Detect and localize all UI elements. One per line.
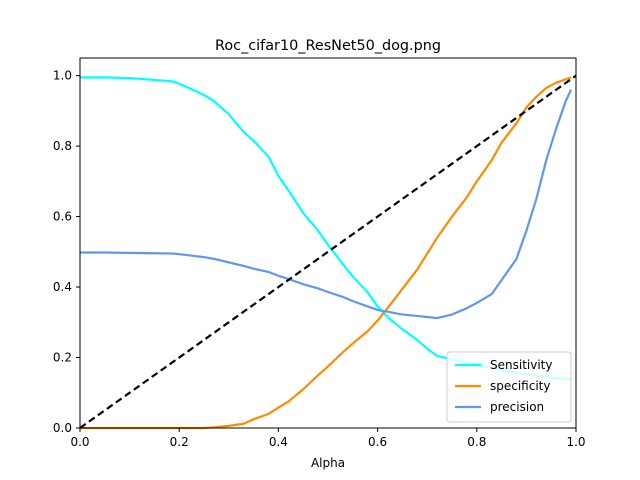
diagonal-layer <box>79 74 577 429</box>
diagonal-reference-line <box>79 74 577 429</box>
x-tick-label: 0.6 <box>368 435 387 449</box>
y-tick-label: 0.4 <box>53 280 72 294</box>
x-tick-label: 0.0 <box>70 435 89 449</box>
y-axis-ticks: 0.0 0.2 0.4 0.6 0.8 1.0 <box>53 69 80 435</box>
legend-label-sensitivity: Sensitivity <box>490 358 552 372</box>
x-tick-label: 0.4 <box>269 435 288 449</box>
series-line-precision <box>80 89 573 320</box>
x-tick-label: 1.0 <box>566 435 585 449</box>
legend-label-precision: precision <box>490 400 544 414</box>
legend: Sensitivity specificity precision <box>446 351 572 423</box>
plot-frame <box>79 57 577 429</box>
legend-box <box>446 351 572 423</box>
x-axis-label: Alpha <box>311 456 345 470</box>
x-axis-ticks: 0.0 0.2 0.4 0.6 0.8 1.0 <box>70 428 586 449</box>
x-tick-label: 0.2 <box>170 435 189 449</box>
y-tick-label: 1.0 <box>53 69 72 83</box>
chart-title: Roc_cifar10_ResNet50_dog.png <box>215 38 441 54</box>
y-tick-label: 0.0 <box>53 421 72 435</box>
legend-label-specificity: specificity <box>490 379 550 393</box>
x-tick-label: 0.8 <box>467 435 486 449</box>
y-tick-label: 0.6 <box>53 210 72 224</box>
y-tick-label: 0.8 <box>53 139 72 153</box>
y-tick-label: 0.2 <box>53 351 72 365</box>
